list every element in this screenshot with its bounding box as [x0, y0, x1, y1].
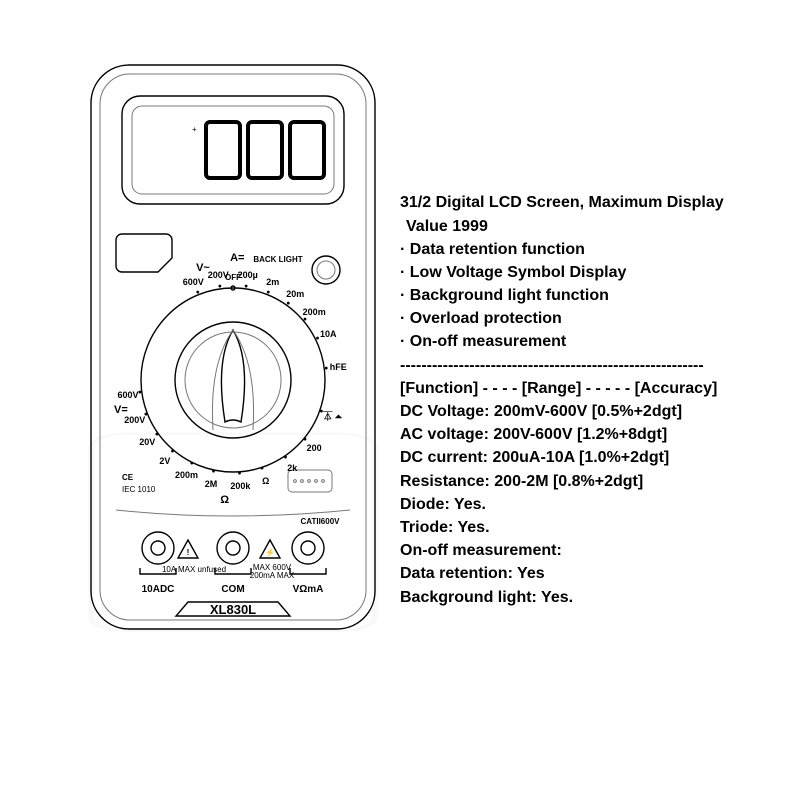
dial-position-label: 200V: [208, 270, 229, 280]
divider-line: ----------------------------------------…: [400, 354, 780, 377]
spec-row: DC Voltage: 200mV-600V [0.5%+2dgt]: [400, 400, 780, 423]
dial-position-label: 2m: [266, 277, 279, 287]
spec-row: AC voltage: 200V-600V [1.2%+8dgt]: [400, 423, 780, 446]
feature-item: Low Voltage Symbol Display: [400, 261, 780, 284]
dial-position-label: ⏄ ⏶: [323, 410, 342, 423]
dial-position-label: 200µ: [238, 270, 258, 280]
dial-position-label: hFE: [330, 362, 347, 372]
specifications: 31/2 Digital LCD Screen, Maximum Display…: [400, 191, 800, 608]
dial-tick: •: [138, 388, 142, 399]
spec-row: On-off measurement:: [400, 539, 780, 562]
dial-position-label: 600V: [118, 390, 139, 400]
dial-tick: •: [303, 314, 307, 325]
dial-position-label: 10A: [320, 329, 337, 339]
dial-tick: •: [218, 281, 222, 292]
backlight-button: [312, 256, 340, 284]
dial-position-label: 200V: [124, 415, 145, 425]
spec-row: DC current: 200uA-10A [1.0%+2dgt]: [400, 446, 780, 469]
feature-item: Data retention function: [400, 238, 780, 261]
spec-header-line2: Value 1999: [406, 215, 780, 238]
multimeter-illustration: + BACK LIGHT OFF: [0, 0, 400, 800]
dial-section-label: V~: [196, 262, 210, 274]
dial-tick: •: [286, 298, 290, 309]
feature-item: Overload protection: [400, 307, 780, 330]
feature-item: Background light function: [400, 284, 780, 307]
spec-row: Diode: Yes.: [400, 493, 780, 516]
spec-row: Background light: Yes.: [400, 586, 780, 609]
dial-tick: •: [325, 363, 329, 374]
svg-text:+: +: [192, 125, 197, 134]
hold-button: [116, 234, 172, 272]
spec-header-line1: 31/2 Digital LCD Screen, Maximum Display: [400, 191, 780, 214]
dial-tick: •: [316, 333, 320, 344]
dial-section-label: A=: [230, 252, 244, 264]
dial-tick: •: [320, 407, 324, 418]
dial-tick: •: [144, 410, 148, 421]
dial-tick: •: [196, 287, 200, 298]
dial-section-label: V=: [114, 404, 128, 416]
page-root: + BACK LIGHT OFF: [0, 0, 800, 800]
backlight-label: BACK LIGHT: [253, 255, 302, 264]
spec-row: Data retention: Yes: [400, 562, 780, 585]
reflection: [88, 587, 378, 633]
lcd-digits: +: [192, 122, 324, 178]
spec-row: Resistance: 200-2M [0.8%+2dgt]: [400, 470, 780, 493]
dial-tick: •: [266, 287, 270, 298]
spec-row: Triode: Yes.: [400, 516, 780, 539]
dial-tick: •: [244, 281, 248, 292]
feature-item: On-off measurement: [400, 330, 780, 353]
dial-position-label: 600V: [183, 277, 204, 287]
spec-table-header: [Function] - - - - [Range] - - - - - [Ac…: [400, 377, 780, 400]
